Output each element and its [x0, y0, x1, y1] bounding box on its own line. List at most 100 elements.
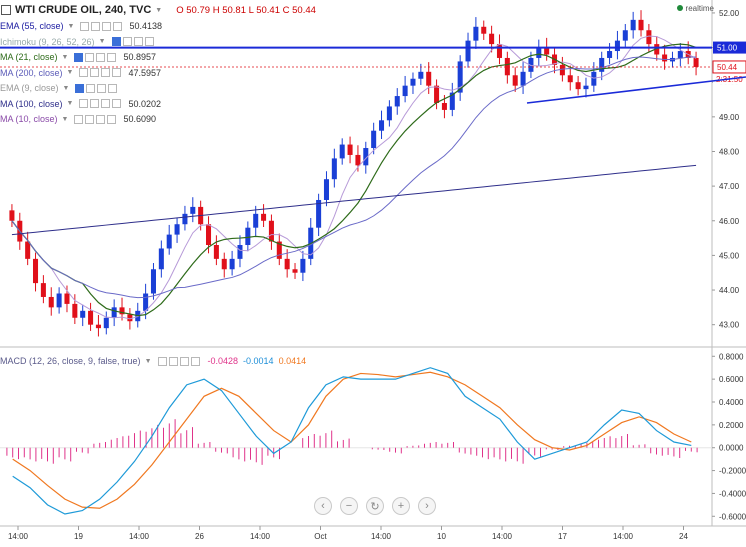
candle-body: [237, 245, 243, 259]
macd-tick-label: 0.6000: [719, 375, 744, 384]
add-icon[interactable]: [96, 52, 106, 62]
reset-button[interactable]: ↻: [366, 497, 384, 515]
symbol-box-icon[interactable]: [1, 5, 11, 15]
candle-body: [103, 317, 109, 329]
macd-signal-line: [12, 371, 692, 509]
candle-body: [331, 158, 337, 180]
candle-body: [559, 64, 565, 76]
indicator-row[interactable]: MA (100, close) ▼ 50.0202: [0, 97, 161, 111]
eye-icon[interactable]: [75, 83, 85, 93]
close-icon[interactable]: [108, 83, 118, 93]
candle-body: [119, 307, 125, 315]
macd-tick-label: 0.4000: [719, 398, 744, 407]
chevron-down-icon[interactable]: ▼: [67, 22, 75, 30]
settings-icon[interactable]: [122, 37, 132, 46]
add-icon[interactable]: [97, 83, 107, 93]
close-icon[interactable]: [107, 52, 117, 62]
close-icon[interactable]: [113, 21, 123, 31]
chevron-down-icon[interactable]: ▼: [66, 69, 74, 76]
indicator-row[interactable]: EMA (9, close) ▼: [0, 81, 119, 95]
indicator-row[interactable]: Ichimoku (9, 26, 52, 26) ▼: [0, 35, 156, 49]
add-icon[interactable]: [101, 68, 111, 77]
close-icon[interactable]: [190, 356, 200, 366]
chevron-down-icon[interactable]: ▼: [66, 100, 74, 107]
settings-icon[interactable]: [90, 68, 100, 77]
indicator-row[interactable]: MA (10, close) ▼ 50.6090: [0, 112, 156, 126]
chevron-down-icon[interactable]: ▼: [61, 53, 69, 61]
candle-body: [654, 44, 660, 55]
eye-icon[interactable]: [111, 37, 121, 46]
candle-body: [355, 154, 361, 166]
settings-icon[interactable]: [90, 99, 100, 108]
scroll-right-button[interactable]: ›: [418, 497, 436, 515]
eye-icon[interactable]: [74, 52, 84, 62]
indicator-name[interactable]: EMA (9, close): [0, 83, 59, 93]
time-tick-label: 10: [437, 532, 446, 541]
candle-body: [496, 44, 502, 58]
eye-icon[interactable]: [79, 68, 89, 77]
settings-icon[interactable]: [168, 356, 178, 366]
ohlc-readout: O 50.79 H 50.81 L 50.41 C 50.44: [176, 4, 316, 16]
macd-tick-label: -0.2000: [719, 467, 746, 476]
candle-body: [150, 269, 156, 294]
zoom-out-button[interactable]: −: [340, 497, 358, 515]
close-icon[interactable]: [107, 114, 117, 124]
time-tick-label: 14:00: [8, 532, 29, 541]
trendline[interactable]: [526, 76, 746, 104]
chevron-down-icon[interactable]: ▼: [61, 115, 69, 123]
symbol-title[interactable]: WTI CRUDE OIL, 240, TVC: [15, 4, 152, 16]
indicator-name[interactable]: EMA (55, close): [0, 21, 64, 31]
indicator-name[interactable]: MA (21, close): [0, 52, 58, 62]
indicator-row[interactable]: MA (21, close) ▼ 50.8957: [0, 50, 156, 64]
realtime-dot-icon: [676, 5, 683, 11]
candle-body: [614, 40, 620, 52]
add-icon[interactable]: [179, 356, 189, 366]
macd-value-histogram: -0.0428: [207, 356, 239, 366]
eye-icon[interactable]: [74, 114, 84, 124]
time-tick-label: Oct: [314, 532, 327, 541]
macd-name[interactable]: MACD (12, 26, close, 9, false, true): [0, 356, 141, 366]
chevron-down-icon[interactable]: ▼: [62, 84, 70, 92]
eye-icon[interactable]: [157, 356, 167, 366]
price-tick-label: 44.00: [719, 286, 740, 295]
add-icon[interactable]: [96, 114, 106, 124]
add-icon[interactable]: [133, 37, 143, 46]
chevron-down-icon[interactable]: ▼: [98, 38, 106, 45]
candle-body: [528, 57, 534, 72]
candle-body: [662, 54, 668, 62]
eye-icon[interactable]: [79, 99, 89, 108]
candle-body: [520, 71, 526, 86]
close-icon[interactable]: [112, 68, 122, 77]
settings-icon[interactable]: [86, 83, 96, 93]
indicator-value: 47.5957: [128, 67, 162, 78]
add-icon[interactable]: [102, 21, 112, 31]
time-tick-label: 14:00: [371, 532, 392, 541]
indicator-name[interactable]: Ichimoku (9, 26, 52, 26): [0, 36, 95, 47]
chevron-down-icon[interactable]: ▼: [155, 6, 163, 14]
scroll-left-button[interactable]: ‹: [314, 497, 332, 515]
indicator-row[interactable]: EMA (55, close) ▼ 50.4138: [0, 19, 162, 33]
close-icon[interactable]: [112, 99, 122, 108]
candle-body: [268, 220, 274, 242]
indicator-name[interactable]: MA (10, close): [0, 114, 58, 124]
candle-body: [363, 148, 369, 166]
settings-icon[interactable]: [91, 21, 101, 31]
candle-body: [536, 47, 542, 58]
zoom-in-button[interactable]: +: [392, 497, 410, 515]
settings-icon[interactable]: [85, 52, 95, 62]
candle-body: [245, 227, 251, 246]
settings-icon[interactable]: [85, 114, 95, 124]
indicator-name[interactable]: MA (200, close): [0, 67, 63, 78]
macd-tick-label: 0.0000: [719, 444, 744, 453]
indicator-row[interactable]: MA (200, close) ▼ 47.5957: [0, 66, 161, 80]
candle-body: [441, 102, 447, 110]
indicator-name[interactable]: MA (100, close): [0, 98, 63, 109]
add-icon[interactable]: [101, 99, 111, 108]
candle-body: [567, 75, 573, 83]
candle-body: [607, 51, 613, 58]
close-icon[interactable]: [144, 37, 154, 46]
eye-icon[interactable]: [80, 21, 90, 31]
chevron-down-icon[interactable]: ▼: [144, 357, 152, 365]
